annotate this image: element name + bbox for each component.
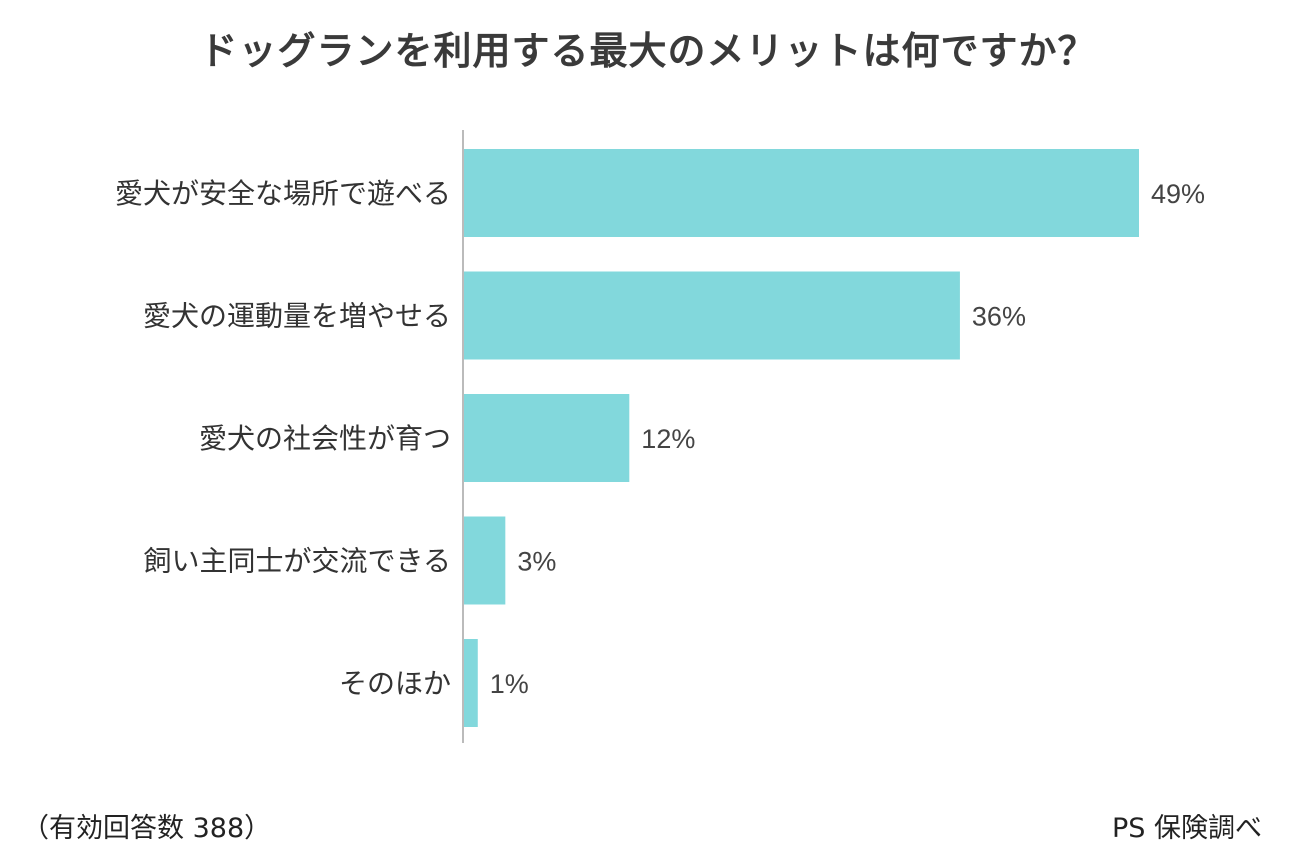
value-label: 1% [490, 669, 529, 699]
category-label: 愛犬が安全な場所で遊べる [115, 177, 451, 210]
source-note: PS 保険調べ [1111, 813, 1262, 844]
bar [464, 149, 1139, 237]
bar [464, 394, 630, 482]
value-label: 12% [641, 424, 695, 454]
sample-size-note: （有効回答数 388） [22, 813, 272, 844]
value-label: 49% [1151, 179, 1205, 209]
bar [464, 516, 506, 605]
category-label: 飼い主同士が交流できる [144, 545, 451, 578]
value-label: 3% [517, 547, 556, 577]
category-label: 愛犬の運動量を増やせる [143, 300, 451, 333]
value-label: 36% [972, 302, 1026, 332]
bar [464, 271, 960, 360]
category-label: そのほか [339, 667, 451, 700]
category-label: 愛犬の社会性が育つ [199, 422, 451, 455]
chart-title: ドッグランを利用する最大のメリットは何ですか？ [199, 29, 1097, 73]
bar [464, 639, 478, 727]
